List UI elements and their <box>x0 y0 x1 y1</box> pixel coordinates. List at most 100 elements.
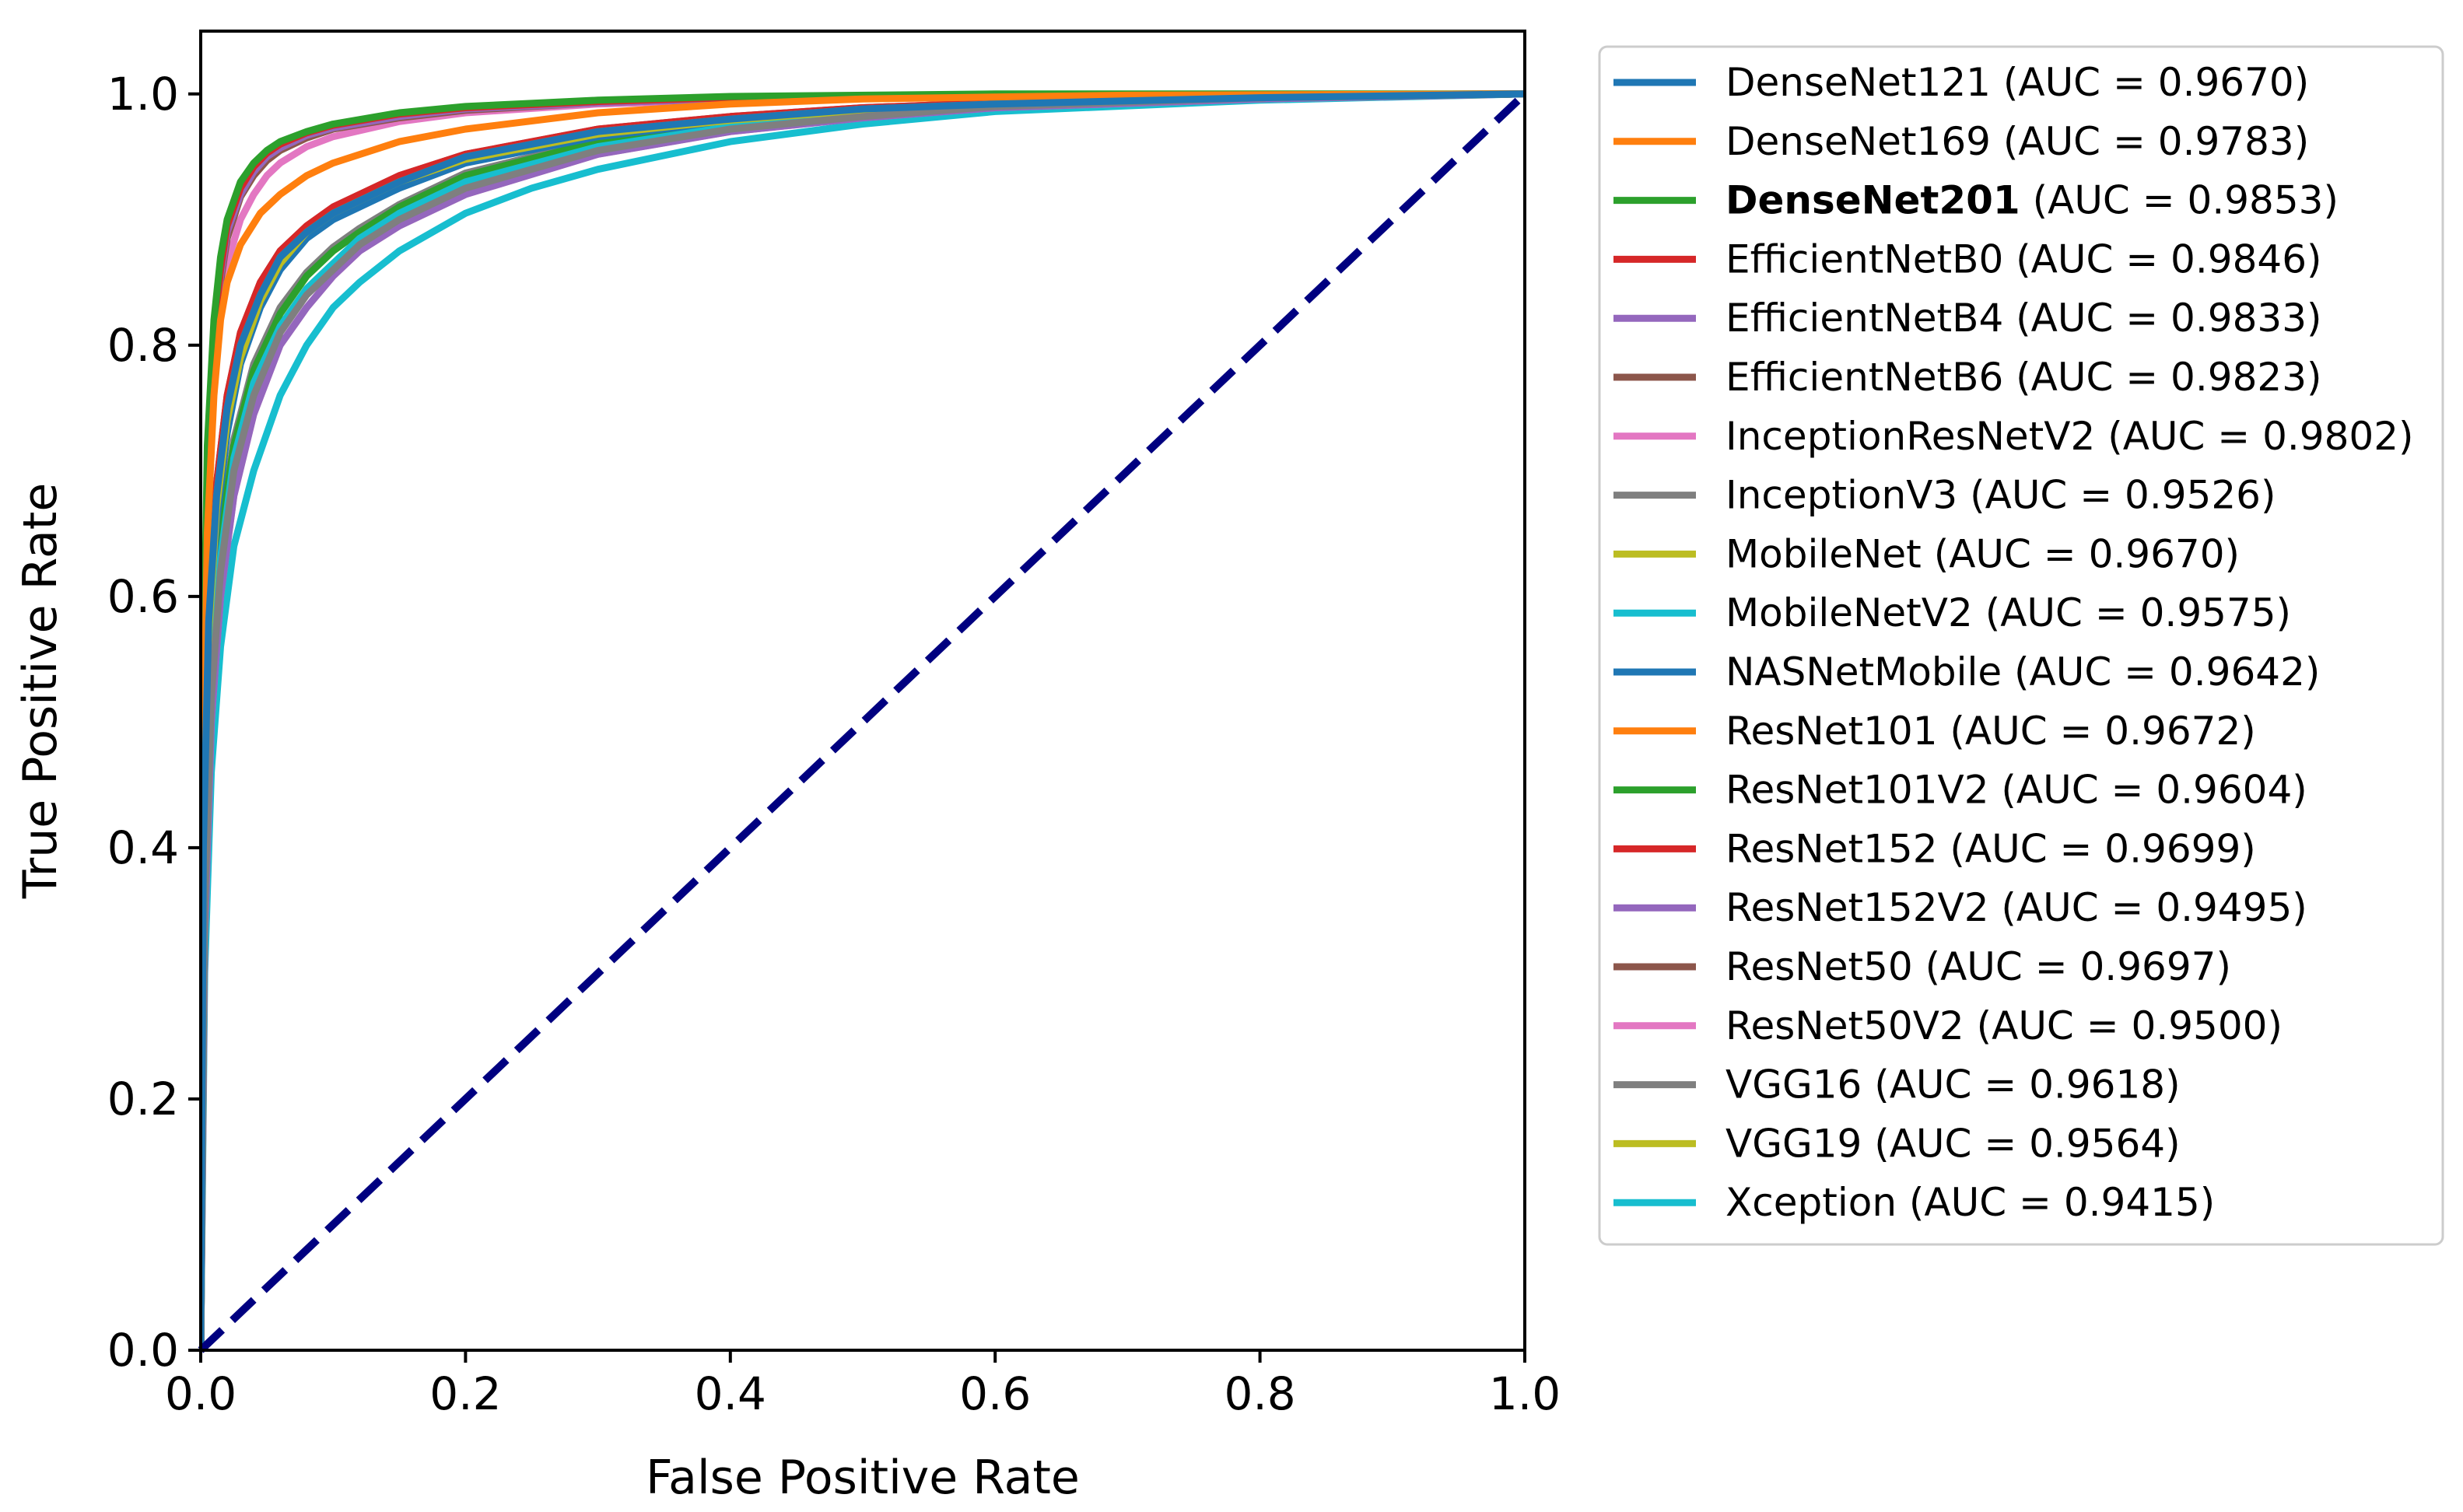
legend-label: VGG19 (AUC = 0.9564) <box>1726 1121 2181 1166</box>
legend-item: EfficientNetB6 (AUC = 0.9823) <box>1613 355 2322 400</box>
y-axis-label: True Positive Rate <box>13 483 68 899</box>
y-tick-label: 0.0 <box>107 1324 179 1377</box>
legend-label: InceptionV3 (AUC = 0.9526) <box>1726 473 2276 518</box>
legend-label: ResNet101 (AUC = 0.9672) <box>1726 709 2256 754</box>
legend-item: MobileNetV2 (AUC = 0.9575) <box>1613 590 2291 635</box>
legend-model-name: Xception <box>1726 1180 1897 1225</box>
legend: DenseNet121 (AUC = 0.9670)DenseNet169 (A… <box>1598 45 2444 1246</box>
x-tick-label: 0.4 <box>695 1367 766 1420</box>
legend-model-name: ResNet101V2 <box>1726 768 1989 813</box>
y-tick-label: 1.0 <box>107 68 179 121</box>
legend-model-name: ResNet101 <box>1726 709 1938 754</box>
legend-model-name: EfficientNetB6 <box>1726 355 2003 400</box>
legend-auc-value: (AUC = 0.9783) <box>1991 119 2309 164</box>
legend-model-name: DenseNet121 <box>1726 60 1991 105</box>
x-tick-label: 1.0 <box>1489 1367 1561 1420</box>
legend-label: EfficientNetB4 (AUC = 0.9833) <box>1726 296 2322 341</box>
legend-model-name: MobileNet <box>1726 531 1922 576</box>
legend-item: VGG19 (AUC = 0.9564) <box>1613 1121 2181 1166</box>
legend-label: Xception (AUC = 0.9415) <box>1726 1180 2215 1225</box>
series-layer <box>201 90 1525 1350</box>
legend-item: NASNetMobile (AUC = 0.9642) <box>1613 649 2320 695</box>
legend-item: DenseNet169 (AUC = 0.9783) <box>1613 119 2309 164</box>
legend-item: Xception (AUC = 0.9415) <box>1613 1180 2215 1225</box>
legend-model-name: ResNet152V2 <box>1726 885 1989 930</box>
roc-curve-xception <box>201 90 1525 1350</box>
legend-model-name: ResNet152 <box>1726 826 1938 871</box>
legend-label: MobileNet (AUC = 0.9670) <box>1726 531 2240 576</box>
legend-label: VGG16 (AUC = 0.9618) <box>1726 1062 2181 1108</box>
legend-item: ResNet152 (AUC = 0.9699) <box>1613 826 2256 871</box>
roc-curve-densenet121 <box>201 90 1525 1350</box>
legend-label: ResNet101V2 (AUC = 0.9604) <box>1726 768 2307 813</box>
legend-item: ResNet101 (AUC = 0.9672) <box>1613 709 2256 754</box>
legend-auc-value: (AUC = 0.9697) <box>1913 944 2231 989</box>
legend-item: EfficientNetB0 (AUC = 0.9846) <box>1613 236 2322 282</box>
legend-model-name: EfficientNetB4 <box>1726 296 2003 341</box>
y-axis-ticks: 0.0 0.2 0.4 0.6 0.8 1.0 <box>107 68 201 1377</box>
legend-item: VGG16 (AUC = 0.9618) <box>1613 1062 2181 1108</box>
legend-label: ResNet50 (AUC = 0.9697) <box>1726 944 2231 989</box>
legend-item: MobileNet (AUC = 0.9670) <box>1613 531 2240 576</box>
x-axis-ticks: 0.0 0.2 0.4 0.6 0.8 1.0 <box>165 1350 1561 1420</box>
roc-curve-inceptionv3 <box>201 90 1525 1350</box>
legend-label: ResNet152V2 (AUC = 0.9495) <box>1726 885 2307 930</box>
legend-auc-value: (AUC = 0.9802) <box>2095 414 2413 459</box>
y-tick-label: 0.2 <box>107 1073 179 1125</box>
x-tick-label: 0.8 <box>1224 1367 1295 1420</box>
y-tick-label: 0.6 <box>107 570 179 623</box>
legend-model-name: ResNet50 <box>1726 944 1913 989</box>
legend-auc-value: (AUC = 0.9823) <box>2003 355 2321 400</box>
legend-label: EfficientNetB0 (AUC = 0.9846) <box>1726 236 2322 282</box>
x-tick-label: 0.2 <box>429 1367 501 1420</box>
legend-label: EfficientNetB6 (AUC = 0.9823) <box>1726 355 2322 400</box>
legend-item: InceptionV3 (AUC = 0.9526) <box>1613 473 2276 518</box>
legend-item: ResNet50 (AUC = 0.9697) <box>1613 944 2231 989</box>
legend-auc-value: (AUC = 0.9526) <box>1957 473 2276 518</box>
legend-model-name: NASNetMobile <box>1726 649 2002 695</box>
legend-label: MobileNetV2 (AUC = 0.9575) <box>1726 590 2291 635</box>
x-tick-label: 0.6 <box>959 1367 1031 1420</box>
legend-label: NASNetMobile (AUC = 0.9642) <box>1726 649 2320 695</box>
y-tick-label: 0.8 <box>107 319 179 372</box>
plot-area: 0.0 0.2 0.4 0.6 0.8 1.0 0.0 0.2 0.4 0.6 0.8 1.0 <box>107 30 1561 1420</box>
legend-frame <box>1598 45 2444 1246</box>
legend-item: InceptionResNetV2 (AUC = 0.9802) <box>1613 414 2414 459</box>
plot-frame <box>199 30 1526 1352</box>
legend-model-name: VGG16 <box>1726 1062 1862 1108</box>
x-tick-label: 0.0 <box>165 1367 236 1420</box>
legend-label: DenseNet169 (AUC = 0.9783) <box>1726 119 2309 164</box>
legend-label: DenseNet121 (AUC = 0.9670) <box>1726 60 2309 105</box>
legend-model-name: EfficientNetB0 <box>1726 236 2003 282</box>
legend-label: InceptionResNetV2 (AUC = 0.9802) <box>1726 414 2414 459</box>
legend-item: EfficientNetB4 (AUC = 0.9833) <box>1613 296 2322 341</box>
legend-auc-value: (AUC = 0.9604) <box>1989 768 2307 813</box>
legend-auc-value: (AUC = 0.9853) <box>2020 178 2339 223</box>
legend-auc-value: (AUC = 0.9672) <box>1938 709 2256 754</box>
legend-model-name: VGG19 <box>1726 1121 1862 1166</box>
legend-item: DenseNet121 (AUC = 0.9670) <box>1613 60 2309 105</box>
legend-auc-value: (AUC = 0.9500) <box>1964 1003 2283 1048</box>
legend-auc-value: (AUC = 0.9846) <box>2003 236 2321 282</box>
legend-model-name: InceptionResNetV2 <box>1726 414 2095 459</box>
y-tick-label: 0.4 <box>107 821 179 874</box>
legend-auc-value: (AUC = 0.9670) <box>1922 531 2240 576</box>
legend-label: ResNet152 (AUC = 0.9699) <box>1726 826 2256 871</box>
legend-model-name: InceptionV3 <box>1726 473 1957 518</box>
x-axis-label: False Positive Rate <box>646 1451 1080 1505</box>
legend-label: DenseNet201 (AUC = 0.9853) <box>1726 178 2339 223</box>
legend-auc-value: (AUC = 0.9575) <box>1973 590 2291 635</box>
legend-item: ResNet50V2 (AUC = 0.9500) <box>1613 1003 2283 1048</box>
legend-auc-value: (AUC = 0.9618) <box>1862 1062 2180 1108</box>
legend-model-name: MobileNetV2 <box>1726 590 1973 635</box>
legend-auc-value: (AUC = 0.9699) <box>1938 826 2256 871</box>
legend-label: ResNet50V2 (AUC = 0.9500) <box>1726 1003 2283 1048</box>
legend-model-name: DenseNet169 <box>1726 119 1991 164</box>
legend-model-name: DenseNet201 <box>1726 178 2020 223</box>
legend-auc-value: (AUC = 0.9564) <box>1862 1121 2180 1166</box>
legend-item: DenseNet201 (AUC = 0.9853) <box>1613 178 2339 223</box>
legend-auc-value: (AUC = 0.9670) <box>1991 60 2309 105</box>
roc-curve-densenet169 <box>201 90 1525 1350</box>
roc-curve-densenet201 <box>201 90 1525 1350</box>
